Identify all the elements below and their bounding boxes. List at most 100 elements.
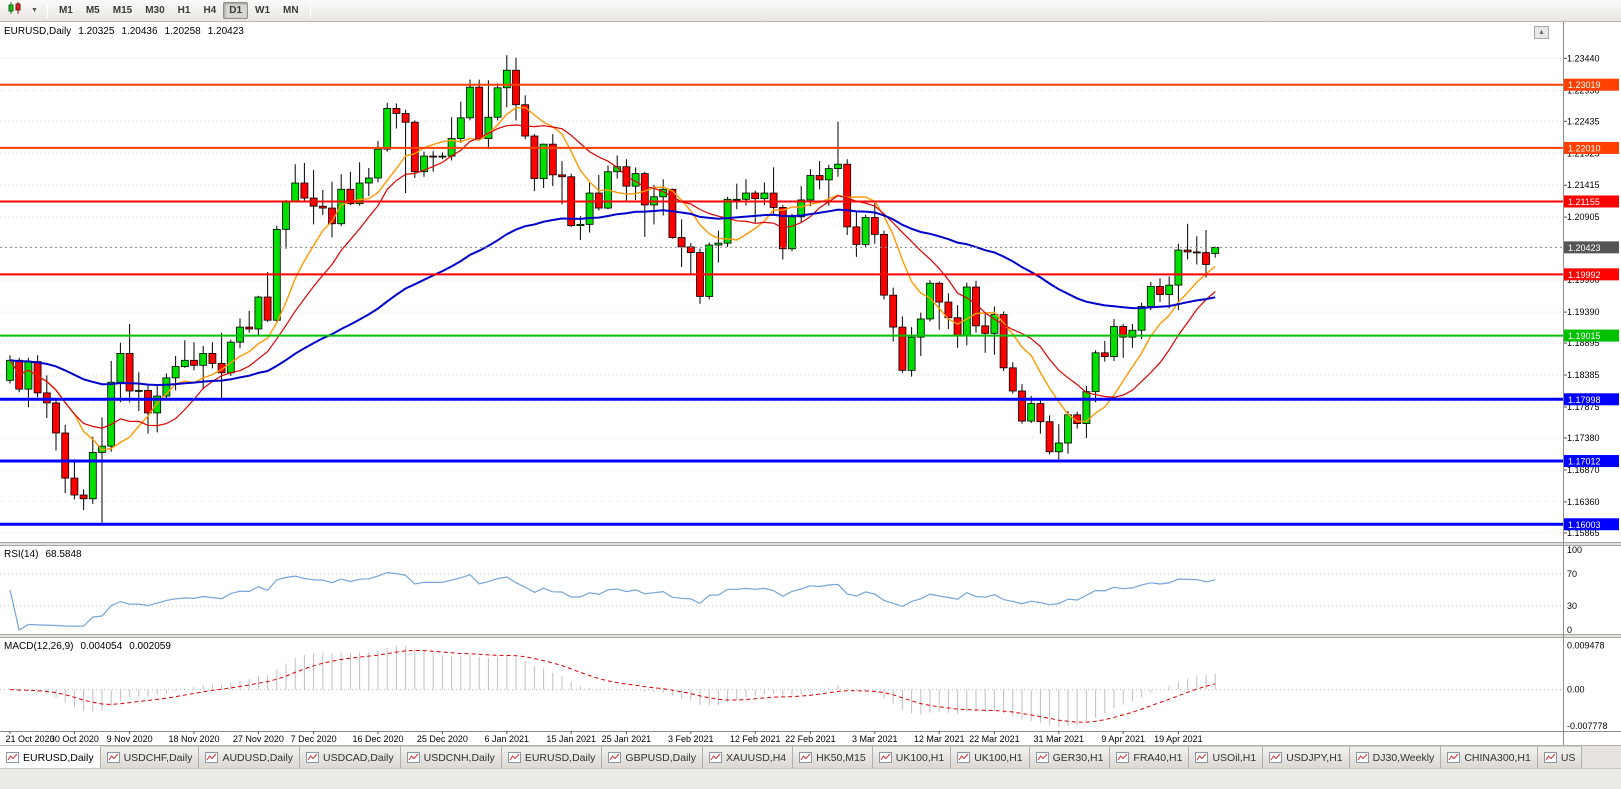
price-level-labels: 1.23019 1.22010 1.21155 1.19992 1.19015 1.179… — [1564, 78, 1619, 531]
chart-tab-gbpusd-daily[interactable]: GBPUSD,Daily — [602, 746, 704, 768]
macd-title: MACD(12,26,9) — [4, 641, 74, 652]
svg-text:7 Dec 2020: 7 Dec 2020 — [291, 734, 337, 744]
chart-tab-usdchf-daily[interactable]: USDCHF,Daily — [100, 746, 200, 768]
chart-tab-icon — [1195, 752, 1209, 763]
chart-tab-label: USDJPY,H1 — [1286, 751, 1343, 764]
svg-text:31 Mar 2021: 31 Mar 2021 — [1034, 734, 1085, 744]
chart-tab-label: USOil,H1 — [1212, 751, 1257, 764]
svg-text:1.15865: 1.15865 — [1567, 528, 1600, 538]
chart-tabs-bar: EURUSD,Daily USDCHF,Daily AUDUSD,Daily USDC… — [0, 745, 1621, 768]
timeframe-button-m5[interactable]: M5 — [85, 5, 100, 16]
svg-text:0.009478: 0.009478 — [1567, 640, 1605, 650]
timeframe-button-m30[interactable]: M30 — [145, 5, 165, 16]
svg-text:1.16360: 1.16360 — [1567, 497, 1600, 507]
chart-tab-label: EURUSD,Daily — [524, 751, 596, 764]
timeframe-button-h4[interactable]: H4 — [203, 5, 217, 16]
svg-text:30 Oct 2020: 30 Oct 2020 — [50, 734, 99, 744]
chart-tab-icon — [205, 752, 219, 763]
horizontal-level-lines[interactable] — [0, 83, 1563, 526]
svg-text:1.19015: 1.19015 — [1568, 331, 1601, 341]
chart-tab-china300-h1[interactable]: CHINA300,H1 — [1441, 746, 1538, 768]
chart-symbol-header: EURUSD,Daily 1.20325 1.20436 1.20258 1.20423 — [4, 26, 244, 37]
svg-text:6 Jan 2021: 6 Jan 2021 — [485, 734, 530, 744]
price-gridlines — [0, 57, 1563, 534]
chart-tab-uk100-h1[interactable]: UK100,H1 — [951, 746, 1030, 768]
svg-text:1.23440: 1.23440 — [1567, 53, 1600, 63]
chart-shift-button[interactable]: ▲ — [1534, 26, 1549, 39]
chart-tab-hk50-m15[interactable]: HK50,M15 — [793, 746, 873, 768]
chart-shift-icon: ▲ — [1538, 29, 1545, 36]
chart-tab-icon — [1543, 752, 1557, 763]
rsi-indicator-label: RSI(14) 68.5848 — [4, 549, 82, 560]
candlestick-chart-icon — [7, 1, 22, 20]
ohlc-close: 1.20423 — [207, 26, 244, 37]
chart-tab-label: GER30,H1 — [1052, 751, 1104, 764]
svg-text:1.16870: 1.16870 — [1567, 465, 1600, 475]
chart-canvas[interactable]: 1.234401.229301.224351.219251.214151.209… — [0, 22, 1621, 745]
timeframe-button-d1[interactable]: D1 — [223, 2, 249, 19]
pane-splitter[interactable] — [0, 542, 1621, 546]
svg-text:1.18385: 1.18385 — [1567, 370, 1600, 380]
chart-type-button[interactable] — [3, 2, 26, 20]
chart-tab-label: EURUSD,Daily — [23, 751, 94, 764]
svg-text:1.19390: 1.19390 — [1567, 307, 1600, 317]
chart-tab-usdjpy-h1[interactable]: USDJPY,H1 — [1263, 746, 1350, 768]
ohlc-high: 1.20436 — [121, 26, 158, 37]
chart-tab-icon — [957, 752, 971, 763]
svg-text:1.20905: 1.20905 — [1567, 212, 1600, 222]
macd-value: 0.004054 — [80, 641, 123, 652]
chart-tab-icon — [1116, 752, 1130, 763]
pane-splitter[interactable] — [0, 634, 1621, 638]
chart-tab-usdcad-daily[interactable]: USDCAD,Daily — [300, 746, 401, 768]
svg-text:1.17998: 1.17998 — [1568, 395, 1601, 405]
chart-tab-dj30-weekly[interactable]: DJ30,Weekly — [1349, 746, 1442, 768]
chart-tab-icon — [1035, 752, 1049, 763]
svg-text:15 Jan 2021: 15 Jan 2021 — [546, 734, 596, 744]
svg-text:1.23019: 1.23019 — [1568, 80, 1601, 90]
svg-text:30: 30 — [1567, 601, 1577, 611]
svg-text:1.21415: 1.21415 — [1567, 180, 1600, 190]
chart-tab-icon — [1447, 752, 1461, 763]
chart-tab-audusd-daily[interactable]: AUDUSD,Daily — [199, 746, 301, 768]
chart-tab-label: USDCHF,Daily — [123, 751, 193, 764]
chart-tab-icon — [406, 752, 420, 763]
macd-signal-value: 0.002059 — [129, 641, 171, 652]
svg-text:3 Feb 2021: 3 Feb 2021 — [668, 734, 714, 744]
chart-tab-fra40-h1[interactable]: FRA40,H1 — [1110, 746, 1190, 768]
chart-tab-icon — [878, 752, 892, 763]
chart-tab-label: USDCAD,Daily — [323, 751, 394, 764]
chart-tab-label: CHINA300,H1 — [1464, 751, 1531, 764]
timeframe-button-h1[interactable]: H1 — [177, 5, 191, 16]
chart-tab-eurusd-daily[interactable]: EURUSD,Daily — [501, 746, 603, 768]
svg-text:70: 70 — [1567, 569, 1577, 579]
timeframe-button-w1[interactable]: W1 — [255, 5, 271, 16]
chart-tab-label: UK100,H1 — [895, 751, 945, 764]
chart-tab-uk100-h1[interactable]: UK100,H1 — [872, 746, 952, 768]
timeframe-button-m15[interactable]: M15 — [112, 5, 133, 16]
svg-text:1.17380: 1.17380 — [1567, 433, 1600, 443]
chart-tab-ger30-h1[interactable]: GER30,H1 — [1029, 746, 1111, 768]
svg-text:25 Jan 2021: 25 Jan 2021 — [602, 734, 652, 744]
chart-tab-usoil-h1[interactable]: USOil,H1 — [1189, 746, 1264, 768]
timeframe-button-m1[interactable]: M1 — [58, 5, 73, 16]
chart-tab-us[interactable]: US — [1537, 746, 1583, 768]
timeframe-button-mn[interactable]: MN — [283, 5, 299, 16]
chart-tab-eurusd-daily[interactable]: EURUSD,Daily — [0, 746, 101, 768]
rsi-value: 68.5848 — [45, 549, 82, 560]
chart-area[interactable]: 1.234401.229301.224351.219251.214151.209… — [0, 22, 1621, 745]
chart-tab-icon — [1355, 752, 1369, 763]
chart-tab-usdcnh-daily[interactable]: USDCNH,Daily — [400, 746, 502, 768]
chart-background — [0, 22, 1621, 745]
svg-text:0.00: 0.00 — [1567, 685, 1585, 695]
svg-text:1.22010: 1.22010 — [1568, 143, 1601, 153]
svg-text:27 Nov 2020: 27 Nov 2020 — [233, 734, 284, 744]
svg-text:16 Dec 2020: 16 Dec 2020 — [352, 734, 403, 744]
svg-text:0: 0 — [1567, 625, 1572, 635]
chart-type-dropdown[interactable]: ▼ — [27, 2, 42, 20]
ohlc-low: 1.20258 — [164, 26, 201, 37]
chart-tab-label: FRA40,H1 — [1133, 751, 1183, 764]
chart-tab-xauusd-h4[interactable]: XAUUSD,H4 — [703, 746, 794, 768]
chart-tab-label: AUDUSD,Daily — [222, 751, 294, 764]
chart-tab-label: USDCNH,Daily — [423, 751, 495, 764]
